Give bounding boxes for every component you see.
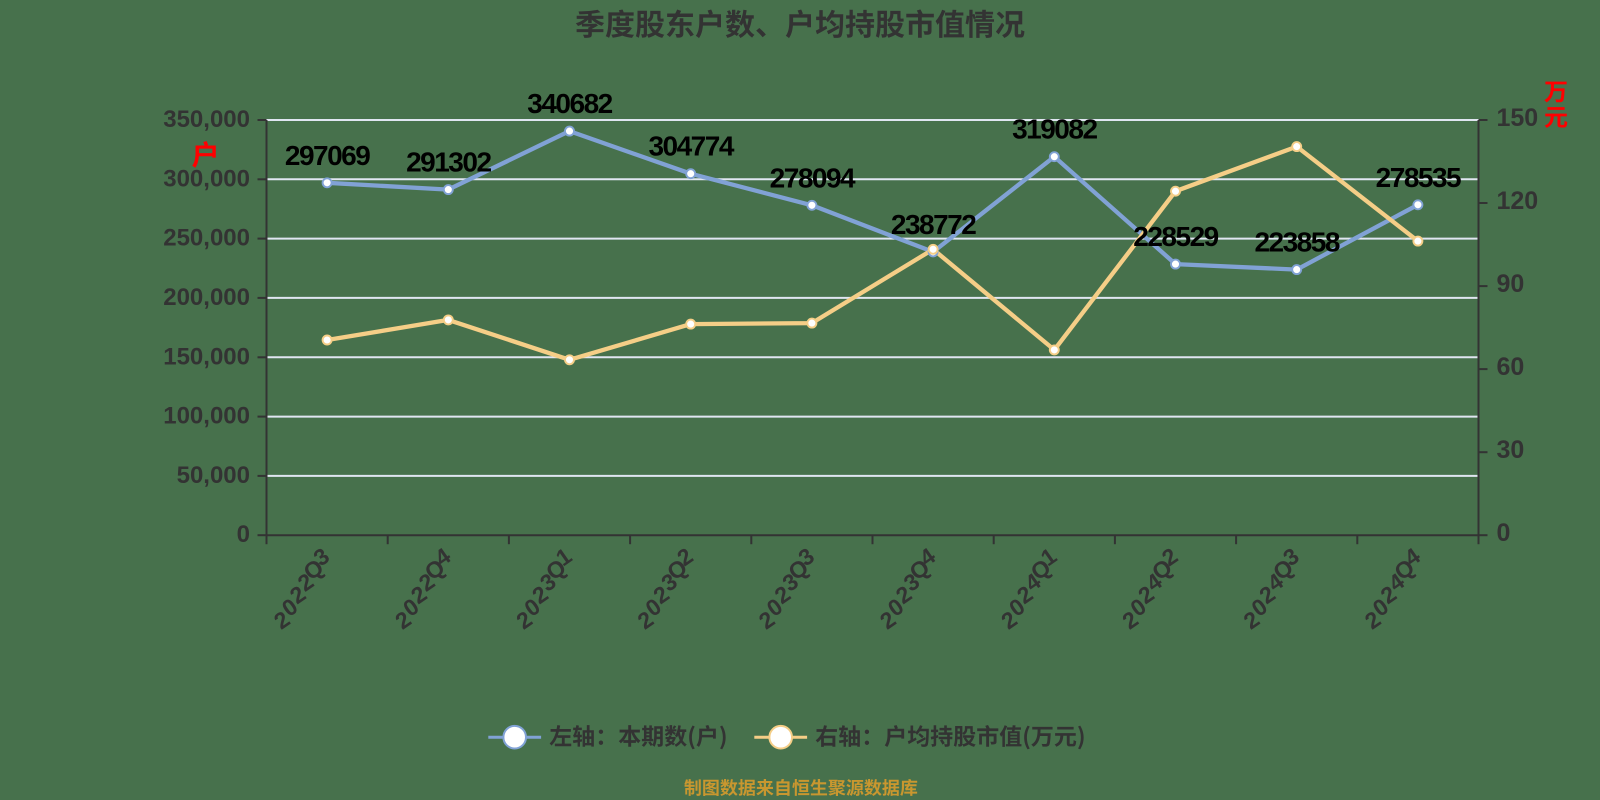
- svg-text:250,000: 250,000: [163, 225, 250, 252]
- svg-text:350,000: 350,000: [163, 106, 250, 133]
- svg-text:90: 90: [1497, 270, 1525, 298]
- svg-text:304774: 304774: [648, 131, 734, 162]
- svg-text:0: 0: [237, 521, 250, 548]
- svg-text:291302: 291302: [406, 147, 491, 178]
- svg-text:340682: 340682: [527, 88, 612, 119]
- svg-text:150,000: 150,000: [163, 343, 250, 370]
- svg-text:30: 30: [1497, 436, 1525, 464]
- svg-text:278094: 278094: [770, 162, 856, 193]
- svg-text:319082: 319082: [1012, 114, 1097, 145]
- svg-text:100,000: 100,000: [163, 403, 250, 430]
- svg-text:60: 60: [1497, 353, 1525, 381]
- svg-text:300,000: 300,000: [163, 165, 250, 192]
- svg-text:200,000: 200,000: [163, 284, 250, 311]
- svg-text:297069: 297069: [285, 140, 370, 171]
- svg-text:228529: 228529: [1133, 221, 1218, 252]
- svg-text:223858: 223858: [1254, 227, 1339, 258]
- svg-text:120: 120: [1497, 187, 1539, 215]
- svg-text:150: 150: [1497, 104, 1539, 132]
- svg-text:278535: 278535: [1376, 162, 1461, 193]
- svg-text:238772: 238772: [891, 209, 976, 240]
- svg-text:50,000: 50,000: [177, 462, 250, 489]
- svg-text:0: 0: [1497, 519, 1511, 547]
